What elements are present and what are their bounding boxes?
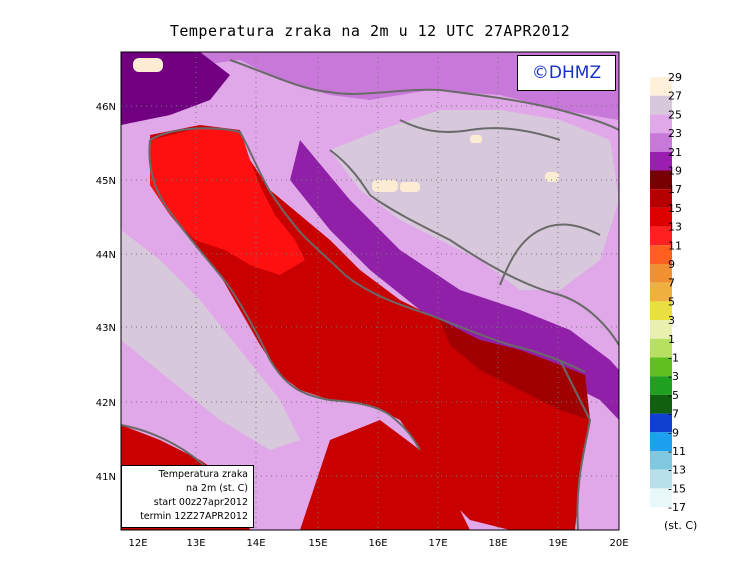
color-legend: 29 27 25 23 21 19 17 15 13 11 9 7 5 3 1 -1 -3 -5 -7 -9 -11 -1… [650,71,697,532]
map-frame [120,51,620,531]
legend-label: -13 [668,464,686,477]
info-line-units: na 2m (st. C) [186,483,248,494]
lat-tick-label: 42N [96,398,116,409]
legend-unit: (st. C) [664,519,697,532]
lat-lon-grid [121,52,619,530]
legend-swatch [650,413,672,433]
legend-swatch [650,376,672,395]
warm-spot [133,58,163,72]
legend-swatch [650,394,672,414]
legend-swatch [650,320,672,339]
lat-tick-label: 41N [96,472,116,483]
legend-label: -3 [668,370,679,383]
lon-tick-label: 15E [308,538,327,549]
land-italy-field [121,230,300,450]
legend-swatch [650,114,672,134]
info-line-variable: Temperatura zraka [158,469,248,480]
legend-swatch [650,226,672,246]
east-adriatic-band [440,320,590,420]
lat-tick-label: 43N [96,323,116,334]
land-interior-field [330,110,619,290]
legend-label: 3 [668,314,675,327]
legend-label: 29 [668,71,682,84]
legend-label: -15 [668,482,686,495]
legend-swatch [650,77,672,96]
legend-swatch [650,469,672,489]
warm-spot [372,180,398,192]
land-warm-band [121,52,619,120]
warm-spot [400,182,420,192]
warm-spot [470,135,482,143]
info-line-start: start 00z27apr2012 [153,497,248,508]
coastline-borders [121,59,619,530]
lon-tick-label: 20E [609,538,628,549]
legend-swatch [650,207,672,227]
legend-swatch [650,451,672,470]
lon-tick-label: 19E [548,538,567,549]
legend-swatch [650,170,672,190]
lat-tick-label: 46N [96,102,116,113]
legend-label: 5 [668,295,675,308]
legend-label: 15 [668,202,682,215]
legend-label: -9 [668,426,679,439]
map-title: Temperatura zraka na 2m u 12 UTC 27APR20… [169,22,571,40]
legend-label: 9 [668,258,675,271]
legend-label: 19 [668,165,682,178]
lon-tick-label: 13E [186,538,205,549]
legend-label: -17 [668,501,686,514]
legend-swatch [650,338,672,358]
legend-label: -11 [668,445,686,458]
legend-label: 25 [668,108,682,121]
legend-label: 27 [668,90,682,103]
legend-label: -1 [668,352,679,365]
lon-tick-label: 14E [246,538,265,549]
legend-swatch [650,432,672,451]
legend-label: 1 [668,333,675,346]
legend-swatch [650,301,672,321]
lon-tick-label: 12E [128,538,147,549]
axis-labels: 12E 13E 14E 15E 16E 17E 18E 19E 20E 46N 45N 44N 43N 4… [96,102,629,549]
info-box: Temperatura zraka na 2m (st. C) start 00… [121,465,254,528]
legend-swatch [650,151,672,171]
lon-tick-label: 18E [488,538,507,549]
legend-swatch [650,357,672,377]
info-line-valid: termin 12Z27APR2012 [140,511,248,522]
legend-label: 17 [668,183,682,196]
legend-swatch [650,133,672,152]
legend-swatch [650,189,672,208]
temperature-field [121,52,619,530]
legend-swatch [650,245,672,264]
dhmz-watermark: ©DHMZ [517,55,616,91]
legend-swatch [650,488,672,508]
south-sea-field [300,420,470,530]
legend-swatch [650,264,672,283]
legend-label: 21 [668,146,682,159]
warm-spot [545,172,559,182]
legend-label: 13 [668,221,682,234]
land-coastal-band [290,140,619,420]
legend-label: -5 [668,389,679,402]
legend-label: 23 [668,127,682,140]
legend-label: -7 [668,408,679,421]
lon-tick-label: 16E [368,538,387,549]
legend-swatch [650,282,672,302]
legend-label: 11 [668,239,682,252]
lon-tick-label: 17E [428,538,447,549]
legend-label: 7 [668,277,675,290]
lat-tick-label: 44N [96,250,116,261]
lat-tick-label: 45N [96,176,116,187]
legend-swatch [650,95,672,115]
north-adriatic-field [150,128,305,275]
